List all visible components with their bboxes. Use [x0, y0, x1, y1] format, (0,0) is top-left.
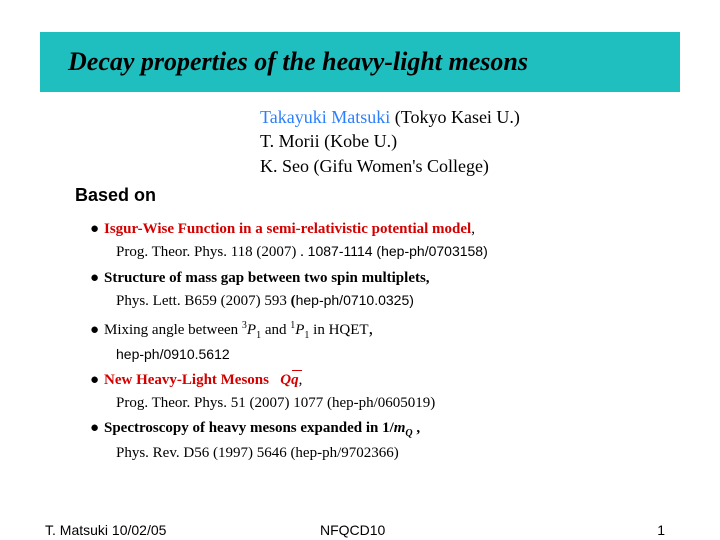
pub-5-ref-prefix: Phys. Rev. D56 (1997) 5646 (hep-ph/97023… — [116, 445, 399, 461]
pub-2-ref-prefix: Phys. Lett. B659 (2007) 593 — [116, 293, 291, 309]
title-bar: Decay properties of the heavy-light meso… — [40, 32, 680, 92]
pub-3-ref: hep-ph/0910.5612 — [116, 344, 680, 367]
qqbar-symbol: Qq — [280, 372, 298, 388]
pub-3-comma: , — [369, 318, 374, 338]
pub-5-m: m — [394, 420, 406, 436]
pub-1-title: Isgur-Wise Function in a semi-relativist… — [104, 221, 471, 237]
bullet-icon: ● — [90, 319, 104, 342]
pub-2-ref-detail: hep-ph/0710.0325) — [296, 292, 414, 308]
bullet-icon: ● — [90, 267, 104, 290]
pub-3-base1: P — [247, 322, 256, 338]
bullet-icon: ● — [90, 417, 104, 440]
bullet-icon: ● — [90, 369, 104, 392]
author-1-affil: (Tokyo Kasei U.) — [395, 107, 520, 127]
pub-4-ref-prefix: Prog. Theor. Phys. 51 (2007) 1077 (hep-p… — [116, 395, 435, 411]
author-2: T. Morii (Kobe U.) — [260, 129, 520, 153]
pub-1-ref-prefix: Prog. Theor. Phys. 118 (2007) . — [116, 244, 308, 260]
pub-4-ref: Prog. Theor. Phys. 51 (2007) 1077 (hep-p… — [116, 392, 680, 415]
pub-5-ref: Phys. Rev. D56 (1997) 5646 (hep-ph/97023… — [116, 442, 680, 465]
publication-list: ●Isgur-Wise Function in a semi-relativis… — [90, 218, 680, 467]
bullet-icon: ● — [90, 218, 104, 241]
author-2-name: T. Morii — [260, 131, 320, 151]
author-2-affil: (Kobe U.) — [324, 131, 397, 151]
pub-2-title: Structure of mass gap between two spin m… — [104, 270, 430, 286]
pub-5-q: Q — [405, 428, 412, 439]
pub-3-ref-prefix: hep-ph/0910.5612 — [116, 346, 230, 362]
author-3: K. Seo (Gifu Women's College) — [260, 154, 520, 178]
publication-4: ●New Heavy-Light Mesons Qq, Prog. Theor.… — [90, 369, 680, 416]
slide-title: Decay properties of the heavy-light meso… — [68, 47, 528, 77]
footer-left: T. Matsuki 10/02/05 — [45, 522, 166, 538]
pub-2-ref: Phys. Lett. B659 (2007) 593 (hep-ph/0710… — [116, 290, 680, 313]
pub-4-title: New Heavy-Light Mesons — [104, 372, 269, 388]
publication-3: ●Mixing angle between 3P1 and 1P1 in HQE… — [90, 315, 680, 367]
author-3-affil: (Gifu Women's College) — [314, 156, 489, 176]
footer-page-number: 1 — [657, 522, 665, 538]
pub-3-prefix: Mixing angle between — [104, 322, 242, 338]
pub-1-ref: Prog. Theor. Phys. 118 (2007) . 1087-111… — [116, 241, 680, 264]
author-3-name: K. Seo — [260, 156, 309, 176]
pub-3-suffix: in HQET — [309, 322, 368, 338]
pub-4-suffix: , — [299, 372, 303, 388]
pub-5-suffix: , — [413, 420, 421, 436]
publication-2: ●Structure of mass gap between two spin … — [90, 267, 680, 314]
publication-1: ●Isgur-Wise Function in a semi-relativis… — [90, 218, 680, 265]
pub-1-ref-detail: 1087-1114 (hep-ph/0703158) — [308, 243, 488, 259]
footer-center: NFQCD10 — [320, 522, 385, 538]
pub-5-prefix: Spectroscopy of heavy mesons expanded in… — [104, 420, 394, 436]
author-1: Takayuki Matsuki (Tokyo Kasei U.) — [260, 105, 520, 129]
pub-1-suffix: , — [471, 221, 475, 237]
authors-block: Takayuki Matsuki (Tokyo Kasei U.) T. Mor… — [260, 105, 520, 178]
author-1-name: Takayuki Matsuki — [260, 107, 390, 127]
pub-3-conj: and — [261, 322, 290, 338]
based-on-label: Based on — [75, 185, 156, 206]
publication-5: ●Spectroscopy of heavy mesons expanded i… — [90, 417, 680, 465]
